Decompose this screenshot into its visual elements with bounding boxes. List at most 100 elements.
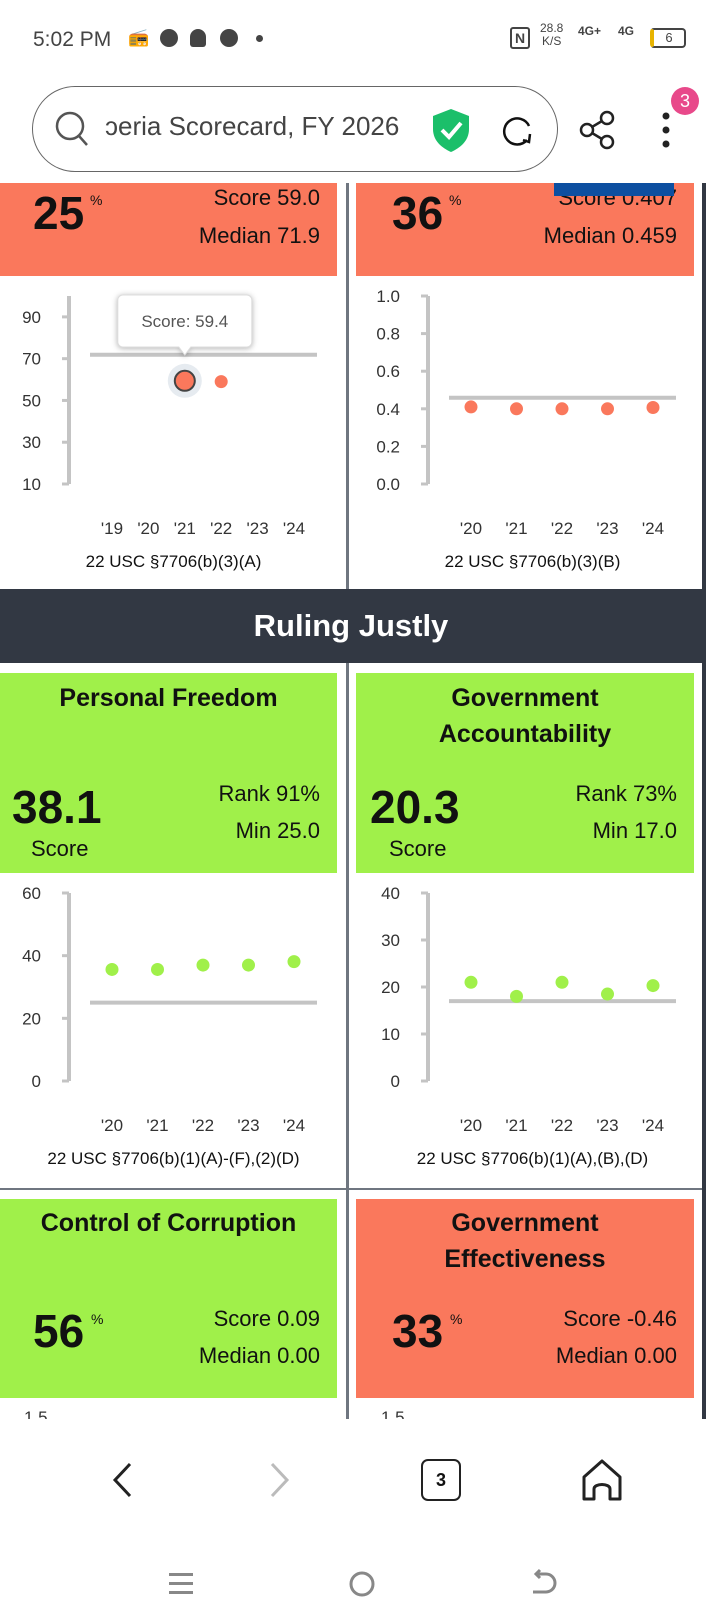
x-tick-label: '24 (642, 519, 664, 538)
score-label: Score (31, 836, 89, 861)
y-tick-label: 90 (22, 308, 41, 327)
column-divider (346, 183, 349, 589)
x-tick-label: '21 (505, 1116, 527, 1135)
y-tick-label: 0 (32, 1072, 41, 1091)
radio-icon: 📻 (128, 28, 150, 47)
chart-panel[interactable]: 0 10 20 30 40 '20 '21 '22 '23 '24 22 USC §7706(b)(… (359, 873, 706, 1187)
x-tick-label: '23 (596, 519, 618, 538)
score-label: Score (389, 836, 447, 861)
data-point (555, 402, 569, 416)
percent-sign: % (449, 192, 462, 208)
x-tick-label: '24 (642, 1116, 664, 1135)
url-text[interactable]: ɔeria Scorecard, FY 2026 (105, 111, 400, 141)
score-text: Score 0.09 (213, 1306, 320, 1331)
rank-text: Rank 91% (218, 781, 320, 806)
y-tick-label: 1.5 (24, 1408, 48, 1419)
score-text: Score 59.0 (213, 185, 320, 210)
metric-card[interactable]: 36 % Score 0.407 Median 0.459 (356, 183, 694, 276)
column-divider (346, 663, 349, 1419)
chevron-right-icon (270, 1462, 290, 1498)
legal-citation: 22 USC §7706(b)(3)(A) (85, 552, 262, 571)
x-tick-label: '24 (283, 519, 305, 538)
metric-card-personal-freedom[interactable]: Personal Freedom 38.1 Score Rank 91% Min… (0, 673, 337, 873)
legal-citation: 22 USC §7706(b)(3)(B) (444, 552, 621, 571)
median-text: Median 0.00 (555, 1343, 677, 1368)
tooltip: Score: 59.4 (117, 294, 253, 356)
score-text: Score -0.46 (563, 1306, 677, 1331)
y-tick-label: 40 (381, 884, 400, 903)
metric-card-government-effectiveness[interactable]: Government Effectiveness 33 % Score -0.4… (356, 1199, 694, 1398)
x-tick-label: '23 (237, 1116, 259, 1135)
y-tick-label: 70 (22, 350, 41, 369)
y-tick-label: 20 (381, 978, 400, 997)
home-button[interactable] (580, 1455, 624, 1505)
data-point (214, 375, 228, 389)
x-tick-label: '21 (174, 519, 196, 538)
recents-icon[interactable] (167, 1570, 195, 1598)
page-content[interactable]: 25 % Score 59.0 Median 71.9 36 % Score 0… (0, 183, 720, 1419)
percentile-value: 33 (392, 1305, 444, 1357)
y-tick-label: 40 (22, 947, 41, 966)
data-point (287, 955, 301, 969)
y-tick-label: 30 (22, 433, 41, 452)
messenger-icon (160, 29, 178, 47)
home-circle-icon[interactable] (347, 1569, 377, 1599)
card-title: Government Accountability (438, 684, 612, 748)
back-button[interactable] (100, 1455, 144, 1505)
x-tick-label: '19 (101, 519, 123, 538)
clock: 5:02 PM (33, 28, 112, 51)
y-tick-label: 0.8 (376, 325, 400, 344)
menu-button[interactable] (654, 110, 678, 150)
x-tick-label: '22 (551, 1116, 573, 1135)
tabs-button[interactable]: 3 (421, 1459, 461, 1501)
percentile-value: 25 (33, 187, 85, 239)
snapchat-icon (190, 29, 206, 47)
status-bar: 5:02 PM 📻 N 28.8 K/S 4G+ 4G 6 (0, 22, 720, 62)
security-shield-icon[interactable] (431, 107, 471, 153)
reload-icon[interactable] (499, 112, 537, 150)
y-tick-label: 10 (22, 475, 41, 494)
chart-panel[interactable]: 10 30 50 70 90 '19 '20 '21 '22 '23 '24 Score: 59.4 2… (0, 276, 347, 590)
search-icon (55, 111, 88, 146)
signal-icon-2: 4G (618, 24, 635, 38)
tooltip-box (117, 294, 253, 356)
data-point (464, 975, 478, 989)
scatter-chart: 0.0 0.2 0.4 0.6 0.8 1.0 '20 '21 '22 '23 '24 (376, 287, 676, 538)
y-tick-label: 50 (22, 391, 41, 410)
battery-icon: 6 (650, 28, 686, 48)
median-text: Median 0.459 (543, 223, 677, 248)
y-tick-label: 20 (22, 1009, 41, 1028)
median-text: Median 71.9 (198, 223, 320, 248)
share-icon[interactable] (578, 110, 616, 150)
data-point (105, 962, 119, 976)
x-tick-label: '22 (210, 519, 232, 538)
y-tick-label: 10 (381, 1025, 400, 1044)
percent-sign: % (91, 1311, 104, 1327)
right-border (702, 183, 706, 1419)
section-header: Ruling Justly (0, 589, 702, 663)
address-bar[interactable]: ɔeria Scorecard, FY 2026 (32, 86, 558, 172)
system-back-icon[interactable] (528, 1568, 558, 1600)
card-title: Government Effectiveness (444, 1209, 606, 1273)
y-tick-label: 1.0 (376, 287, 400, 306)
percent-sign: % (90, 192, 103, 208)
metric-card-control-of-corruption[interactable]: Control of Corruption 56 % Score 0.09 Me… (0, 1199, 337, 1398)
card-title: Personal Freedom (59, 684, 278, 712)
data-point (173, 369, 196, 392)
x-tick-label: '23 (596, 1116, 618, 1135)
chat-icon (220, 29, 238, 47)
card-title: Control of Corruption (40, 1209, 297, 1237)
scatter-chart: 0 10 20 30 40 '20 '21 '22 '23 '24 (381, 884, 676, 1135)
x-tick-label: '21 (146, 1116, 168, 1135)
row-divider (0, 1188, 702, 1190)
forward-button[interactable] (258, 1455, 302, 1505)
x-tick-label: '20 (137, 519, 159, 538)
nfc-icon: N (510, 27, 530, 49)
x-tick-label: '22 (551, 519, 573, 538)
metric-card-government-accountability[interactable]: Government Accountability 20.3 Score Ran… (356, 673, 694, 873)
chart-panel[interactable]: 0.0 0.2 0.4 0.6 0.8 1.0 '20 '21 '22 '23 '24 22 USC … (359, 276, 706, 590)
median-text: Median 0.00 (198, 1343, 320, 1368)
metric-card[interactable]: 25 % Score 59.0 Median 71.9 (0, 183, 337, 276)
x-tick-label: '22 (192, 1116, 214, 1135)
chart-panel[interactable]: 0 20 40 60 '20 '21 '22 '23 '24 22 USC §7706(b)(1)… (0, 873, 347, 1187)
